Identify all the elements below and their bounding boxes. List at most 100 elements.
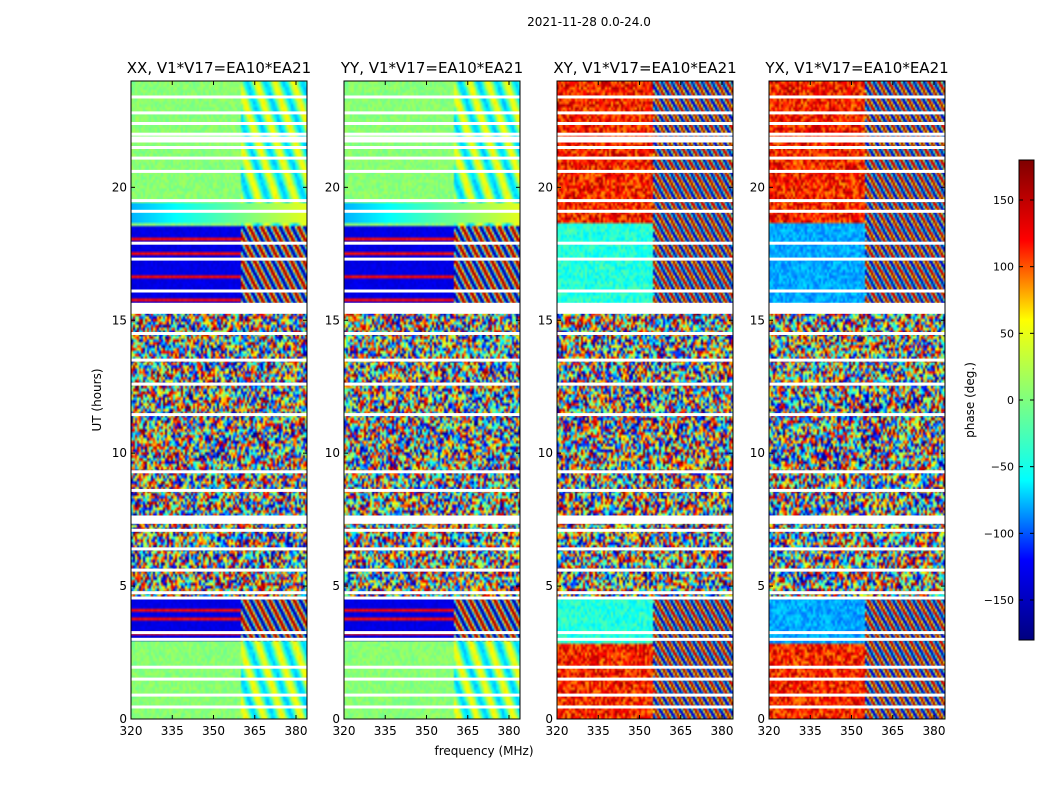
flagged-row (769, 596, 945, 600)
x-tick-label: 335 (587, 724, 610, 738)
x-tick-label: 365 (669, 724, 692, 738)
flagged-row (557, 257, 733, 261)
x-tick-label: 350 (628, 724, 651, 738)
flagged-row (557, 305, 733, 312)
flagged-row (344, 637, 520, 641)
flagged-row (557, 289, 733, 293)
flagged-row (344, 677, 520, 681)
flagged-row (557, 568, 733, 572)
flagged-row (344, 665, 520, 669)
x-axis-label: frequency (MHz) (434, 744, 533, 758)
flagged-row (131, 382, 307, 386)
flagged-row (344, 568, 520, 572)
flagged-row (344, 132, 520, 136)
flagged-row (769, 677, 945, 681)
flagged-row (344, 111, 520, 115)
flagged-row (344, 596, 520, 600)
flagged-row (344, 528, 520, 532)
flagged-row (131, 169, 307, 173)
panel-yy: YY, V1*V17=EA10*EA21 320 335 350 365 380 0 5 10 1… (325, 59, 523, 738)
flagged-row (344, 289, 520, 293)
panel-heatmap (344, 81, 520, 719)
flagged-row (131, 637, 307, 641)
flagged-row (131, 305, 307, 312)
flagged-row (769, 257, 945, 261)
flagged-row (769, 199, 945, 203)
x-tick-label: 335 (374, 724, 397, 738)
flagged-row (131, 488, 307, 492)
flagged-row (557, 146, 733, 149)
y-tick-label: 10 (112, 446, 127, 460)
panel-frame (556, 80, 734, 720)
x-tick-label: 335 (799, 724, 822, 738)
flagged-row (557, 488, 733, 492)
y-tick-label: 0 (545, 712, 553, 726)
flagged-row (131, 677, 307, 681)
flagged-row (131, 241, 307, 245)
flagged-row (131, 528, 307, 532)
y-tick-label: 5 (545, 579, 553, 593)
colorbar-tick-label: 0 (1007, 394, 1014, 407)
colorbar-tick-label: 150 (993, 194, 1014, 207)
flagged-row (131, 693, 307, 697)
flagged-row (131, 413, 307, 417)
flagged-row (557, 470, 733, 474)
flagged-row (769, 122, 945, 125)
flagged-row (769, 528, 945, 532)
colorbar: 150 100 50 0 −50 −100 −150 phase (deg.) (963, 159, 1035, 641)
flagged-row (557, 95, 733, 99)
flagged-row (557, 637, 733, 641)
flagged-row (557, 241, 733, 245)
flagged-row (131, 156, 307, 160)
flagged-row (344, 136, 520, 143)
panel-title: XX, V1*V17=EA10*EA21 (127, 59, 311, 77)
flagged-row (557, 382, 733, 386)
flagged-row (557, 516, 733, 523)
flagged-row (344, 302, 520, 306)
y-tick-label: 15 (750, 313, 765, 327)
flagged-row (344, 169, 520, 173)
flagged-row (131, 95, 307, 99)
panel-title: YX, V1*V17=EA10*EA21 (764, 59, 948, 77)
flagged-row (131, 332, 307, 335)
colorbar-tick-label: 50 (1000, 327, 1014, 340)
flagged-row (769, 146, 945, 149)
flagged-row (769, 95, 945, 99)
panel-frame (343, 80, 521, 720)
flagged-row (131, 591, 307, 595)
colorbar-tick-label: −50 (991, 461, 1014, 474)
flagged-row (344, 693, 520, 697)
flagged-row (131, 111, 307, 115)
flagged-row (557, 332, 733, 335)
flagged-row (769, 705, 945, 709)
flagged-row (769, 310, 945, 314)
flagged-row (131, 199, 307, 203)
flagged-row (131, 568, 307, 572)
flagged-row (344, 305, 520, 312)
flagged-row (344, 488, 520, 492)
flagged-row (131, 132, 307, 136)
flagged-row (769, 631, 945, 635)
flagged-row (557, 665, 733, 669)
panel-title: YY, V1*V17=EA10*EA21 (340, 59, 523, 77)
flagged-row (769, 136, 945, 143)
flagged-row (557, 111, 733, 115)
y-tick-label: 5 (119, 579, 127, 593)
flagged-row (557, 528, 733, 532)
flagged-row (769, 111, 945, 115)
flagged-row (557, 132, 733, 136)
colorbar-label: phase (deg.) (963, 362, 977, 438)
y-tick-label: 5 (332, 579, 340, 593)
y-tick-label: 10 (325, 446, 340, 460)
flagged-row (344, 199, 520, 203)
flagged-row (557, 677, 733, 681)
flagged-row (131, 122, 307, 125)
flagged-row (344, 122, 520, 125)
y-tick-label: 10 (538, 446, 553, 460)
flagged-row (769, 302, 945, 306)
y-axis-label: UT (hours) (90, 368, 104, 431)
flagged-row (344, 516, 520, 523)
colorbar-tick-label: 100 (993, 261, 1014, 274)
flagged-row (131, 547, 307, 551)
flagged-row (344, 95, 520, 99)
